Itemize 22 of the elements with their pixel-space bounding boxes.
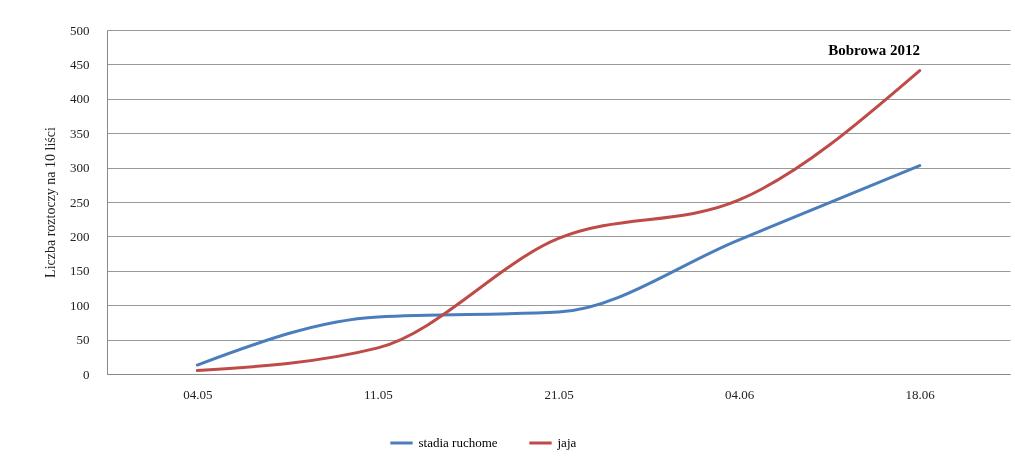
- y-tick-label: 300: [70, 160, 90, 176]
- line-series: [195, 164, 922, 367]
- legend-label: jaja: [556, 435, 577, 450]
- line-series: [195, 69, 922, 373]
- y-tick-label: 100: [70, 297, 90, 313]
- x-tick-label: 11.05: [364, 386, 393, 402]
- text: Bobrowa 2012: [828, 42, 920, 58]
- y-tick-label: 250: [70, 194, 90, 210]
- y-tick-label: 350: [70, 125, 90, 141]
- y-tick-label: 150: [70, 263, 90, 279]
- legend-label: stadia ruchome: [418, 435, 498, 450]
- y-tick-label: 50: [76, 332, 90, 348]
- x-tick-label: 21.05: [544, 386, 574, 402]
- y-tick-label: 450: [70, 56, 90, 72]
- x-tick-label: 04.05: [183, 386, 213, 402]
- y-tick-label: 400: [70, 91, 90, 107]
- y-tick-label: 500: [70, 22, 90, 38]
- y-axis-title: Liczba roztoczy na 10 liści: [43, 126, 58, 278]
- y-tick-label: 0: [83, 366, 90, 382]
- x-tick-label: 04.06: [724, 386, 755, 402]
- y-tick-label: 200: [70, 228, 90, 244]
- x-tick-label: 18.06: [905, 386, 936, 402]
